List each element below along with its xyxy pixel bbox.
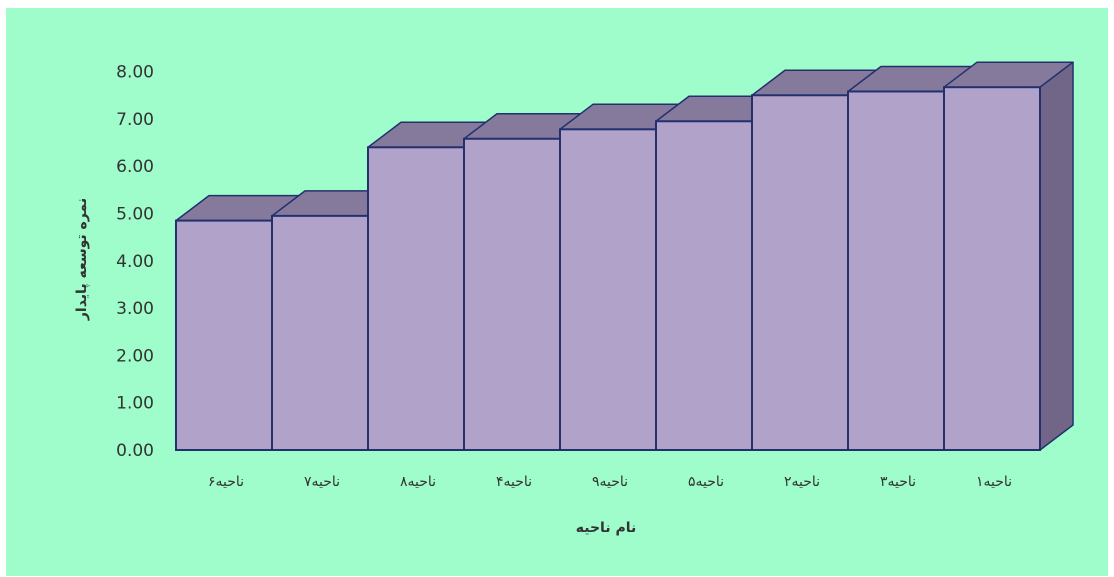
y-tick-label: 5.00 bbox=[116, 205, 154, 225]
x-tick-label: ناحیه۱ bbox=[976, 474, 1012, 490]
bars bbox=[175, 61, 1074, 452]
bar bbox=[751, 69, 882, 451]
bar-side-face bbox=[1039, 61, 1074, 451]
x-tick-label: ناحیه۵ bbox=[688, 474, 724, 490]
x-axis-title: نام ناحیه bbox=[576, 520, 636, 536]
y-tick-label: 0.00 bbox=[116, 441, 154, 461]
bar-front-face bbox=[655, 120, 753, 451]
bar-front-face bbox=[271, 214, 369, 451]
x-axis-ticks: ناحیه۶ ناحیه۷ ناحیه۸ ناحیه۴ ناحیه۹ ناحیه۵ ناحی… bbox=[208, 474, 1012, 490]
x-tick-label: ناحیه۹ bbox=[592, 474, 628, 490]
bar-front-face bbox=[847, 90, 945, 451]
bar-front-face bbox=[175, 219, 273, 451]
y-tick-label: 3.00 bbox=[116, 299, 154, 319]
x-tick-label: ناحیه۳ bbox=[880, 474, 916, 490]
y-axis-title: نمره توسعه پایدار bbox=[74, 198, 90, 321]
x-tick-label: ناحیه۴ bbox=[496, 474, 532, 490]
x-tick-label: ناحیه۲ bbox=[784, 474, 820, 490]
x-tick-label: ناحیه۷ bbox=[304, 474, 340, 490]
bar-front-face bbox=[943, 86, 1041, 451]
y-tick-label: 2.00 bbox=[116, 346, 154, 366]
y-tick-label: 1.00 bbox=[116, 394, 154, 414]
y-axis-ticks: 0.00 1.00 2.00 3.00 4.00 5.00 6.00 7.00 8.00 bbox=[116, 63, 154, 461]
bar bbox=[175, 194, 306, 451]
bar-front-face bbox=[559, 128, 657, 451]
x-tick-label: ناحیه۸ bbox=[400, 474, 436, 490]
bar bbox=[655, 95, 786, 451]
bar-chart: 0.00 1.00 2.00 3.00 4.00 5.00 6.00 7.00 8.00 ناح… bbox=[74, 61, 1074, 536]
bar-front-face bbox=[751, 94, 849, 451]
bar bbox=[463, 113, 594, 452]
bar-front-face bbox=[367, 146, 465, 451]
bar bbox=[271, 190, 402, 451]
bar bbox=[559, 103, 690, 451]
bar-front-face bbox=[463, 137, 561, 452]
x-tick-label: ناحیه۶ bbox=[208, 474, 244, 490]
bar bbox=[847, 65, 978, 451]
y-tick-label: 4.00 bbox=[116, 252, 154, 272]
chart-area: 0.00 1.00 2.00 3.00 4.00 5.00 6.00 7.00 8.00 ناح… bbox=[6, 8, 1108, 576]
y-tick-label: 7.00 bbox=[116, 110, 154, 130]
bar bbox=[943, 61, 1074, 451]
y-tick-label: 8.00 bbox=[116, 63, 154, 83]
y-tick-label: 6.00 bbox=[116, 157, 154, 177]
